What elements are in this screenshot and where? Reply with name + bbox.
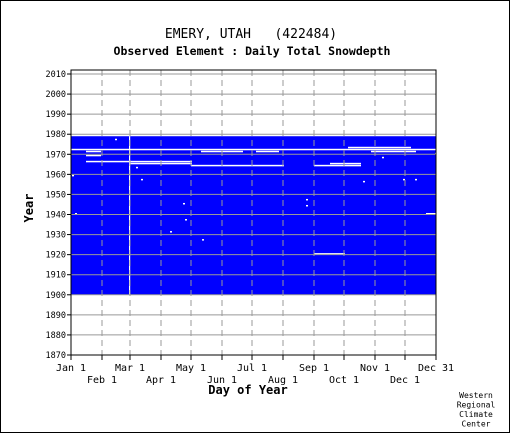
missing-data-segment bbox=[348, 146, 411, 149]
y-tick-label: 1890 bbox=[46, 311, 66, 321]
missing-data-segment bbox=[71, 148, 436, 151]
missing-data-segment bbox=[86, 160, 131, 163]
missing-data-segment bbox=[75, 213, 77, 215]
y-tick-label: 1930 bbox=[46, 231, 66, 241]
missing-data-segment bbox=[314, 253, 345, 255]
x-tick-label: Oct 1 bbox=[329, 375, 359, 386]
x-tick-label: Mar 1 bbox=[115, 363, 145, 374]
y-tick-label: 1960 bbox=[46, 170, 66, 180]
y-tick-label: 1980 bbox=[46, 130, 66, 140]
y-axis-label: Year bbox=[22, 194, 36, 223]
missing-data-segment bbox=[86, 150, 101, 153]
missing-data-segment bbox=[141, 178, 143, 181]
missing-data-segment bbox=[330, 162, 361, 165]
y-tick-label: 1950 bbox=[46, 190, 66, 200]
y-tick-label: 1990 bbox=[46, 110, 66, 120]
x-axis-label: Day of Year bbox=[208, 383, 287, 397]
missing-data-segment bbox=[170, 231, 172, 233]
y-tick-label: 2000 bbox=[46, 90, 66, 100]
x-tick-label: Feb 1 bbox=[87, 375, 117, 386]
x-tick-label: May 1 bbox=[176, 363, 206, 374]
credit-line: Climate bbox=[459, 410, 493, 419]
missing-data-segment bbox=[202, 239, 204, 241]
missing-data-segment bbox=[426, 213, 436, 215]
x-tick-label: Jun 1 bbox=[207, 375, 237, 386]
y-tick-label: 1940 bbox=[46, 211, 66, 221]
missing-data-segment bbox=[415, 178, 417, 181]
y-tick-label: 2010 bbox=[46, 70, 66, 80]
chart-title: EMERY, UTAH (422484) bbox=[165, 27, 337, 42]
x-tick-label: Apr 1 bbox=[146, 375, 176, 386]
missing-data-segment bbox=[86, 154, 101, 157]
y-tick-label: 1880 bbox=[46, 331, 66, 341]
chart-subtitle: Observed Element : Daily Total Snowdepth bbox=[114, 44, 391, 58]
credit-line: Center bbox=[462, 420, 491, 429]
y-tick-label: 1920 bbox=[46, 251, 66, 261]
x-tick-label: Dec 1 bbox=[390, 375, 420, 386]
plot-area: 1870 1880 1890 1900 1910 1920 1930 1940 1950 1960… bbox=[46, 69, 454, 386]
missing-data-segment bbox=[183, 202, 185, 205]
missing-data-segment bbox=[306, 204, 308, 207]
missing-data-segment bbox=[363, 180, 365, 183]
x-tick-label: Sep 1 bbox=[299, 363, 329, 374]
x-tick-label: Aug 1 bbox=[268, 375, 298, 386]
plot-border bbox=[70, 69, 437, 356]
missing-data-segment bbox=[115, 138, 117, 141]
missing-data-segment bbox=[256, 150, 279, 153]
data-coverage-band bbox=[71, 136, 436, 295]
missing-data-segment bbox=[191, 164, 284, 167]
missing-data-segment bbox=[306, 198, 308, 201]
y-tick-label: 1970 bbox=[46, 150, 66, 160]
missing-data-segment bbox=[371, 150, 416, 153]
x-tick-label: Dec 31 bbox=[418, 363, 454, 374]
missing-data-segment bbox=[314, 164, 361, 167]
credit-line: Western bbox=[459, 391, 493, 400]
missing-data-segment bbox=[382, 156, 384, 159]
x-tick-label: Jul 1 bbox=[237, 363, 267, 374]
x-tick-label: Nov 1 bbox=[360, 363, 390, 374]
y-tick-label: 1910 bbox=[46, 271, 66, 281]
missing-data-segment bbox=[72, 174, 74, 177]
y-tick-label: 1900 bbox=[46, 291, 66, 301]
missing-data-segment bbox=[403, 178, 405, 181]
credit-line: Regional bbox=[457, 401, 496, 410]
missing-data-segment bbox=[136, 166, 138, 169]
y-tick-label: 1870 bbox=[46, 351, 66, 361]
x-tick-label: Jan 1 bbox=[56, 363, 86, 374]
missing-data-segment bbox=[185, 219, 187, 221]
